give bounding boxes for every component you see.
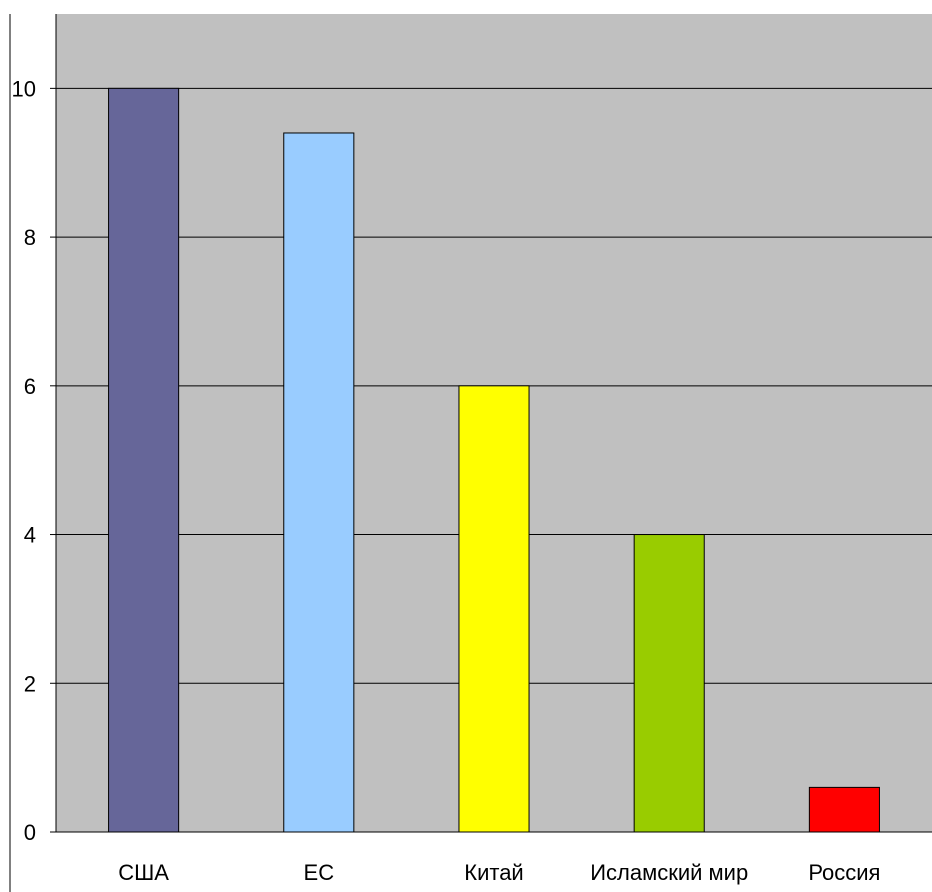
- y-tick-label: 2: [24, 671, 36, 696]
- bar: [633, 534, 705, 833]
- x-category-label: Исламский мир: [590, 860, 748, 885]
- x-category-label: ЕС: [304, 860, 335, 885]
- bar: [458, 385, 530, 833]
- bar: [283, 132, 355, 833]
- y-tick-label: 10: [12, 76, 36, 101]
- y-tick-label: 0: [24, 820, 36, 845]
- bar: [108, 87, 180, 833]
- bar: [808, 786, 880, 833]
- x-axis-labels: США ЕС Китай Исламский мир Россия: [118, 860, 880, 885]
- bars: [108, 87, 880, 833]
- y-axis-ticks: 0 2 4 6 8 10: [12, 76, 56, 845]
- x-category-label: Китай: [464, 860, 523, 885]
- y-tick-label: 8: [24, 225, 36, 250]
- y-tick-label: 4: [24, 523, 36, 548]
- x-category-label: Россия: [808, 860, 880, 885]
- y-tick-label: 6: [24, 374, 36, 399]
- x-category-label: США: [118, 860, 169, 885]
